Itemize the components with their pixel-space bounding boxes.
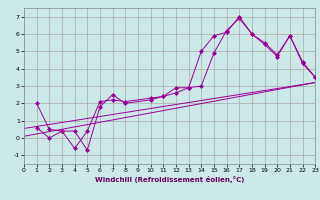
X-axis label: Windchill (Refroidissement éolien,°C): Windchill (Refroidissement éolien,°C) <box>95 176 244 183</box>
